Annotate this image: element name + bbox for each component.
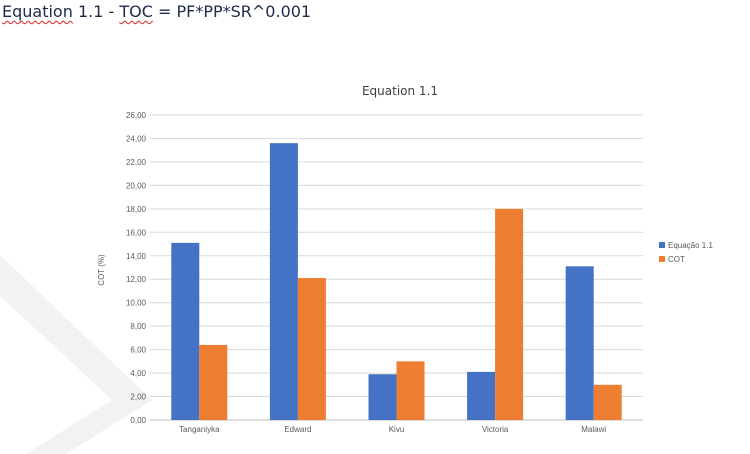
y-axis-title: COT (%) <box>97 254 106 286</box>
y-tick-label: 0,00 <box>130 416 146 425</box>
y-tick-label: 22,00 <box>126 158 147 167</box>
heading-part-number: 1.1 - <box>72 2 120 21</box>
bar-series1-victoria <box>467 371 496 420</box>
y-tick-label: 26,00 <box>126 111 147 120</box>
document-heading: Equation 1.1 - TOC = PF*PP*SR^0.001 <box>2 2 311 21</box>
x-tick-label: Edward <box>284 425 311 434</box>
y-tick-label: 18,00 <box>126 205 147 214</box>
bar-series2-tanganiyka <box>199 344 228 420</box>
bar-series2-malawi <box>593 384 622 420</box>
y-tick-label: 4,00 <box>130 369 146 378</box>
y-tick-label: 14,00 <box>126 252 147 261</box>
heading-word-equation: Equation <box>2 2 73 21</box>
y-tick-label: 12,00 <box>126 275 147 284</box>
bar-series1-malawi <box>565 266 594 420</box>
chart-tick-labels: 0,00 2,00 4,00 6,00 8,00 10,00 12,00 14,00 16,00… <box>126 111 606 434</box>
x-tick-label: Tanganiyka <box>179 425 220 434</box>
x-tick-label: Kivu <box>389 425 405 434</box>
x-tick-label: Malawi <box>581 425 606 434</box>
legend-label: COT <box>668 255 685 264</box>
bar-series1-tanganiyka <box>171 242 200 420</box>
legend-swatch <box>659 242 665 248</box>
y-tick-label: 20,00 <box>126 181 147 190</box>
bar-series2-edward <box>297 278 326 420</box>
heading-part-formula: = PF*PP*SR^0.001 <box>152 2 312 21</box>
y-tick-label: 24,00 <box>126 134 147 143</box>
chart-title: Equation 1.1 <box>362 84 438 98</box>
bar-series2-kivu <box>396 361 425 420</box>
x-tick-label: Victoria <box>482 425 509 434</box>
y-tick-label: 6,00 <box>130 346 146 355</box>
bar-series1-edward <box>269 143 298 420</box>
y-tick-label: 10,00 <box>126 299 147 308</box>
heading-word-toc: TOC <box>119 2 153 21</box>
bar-series2-victoria <box>495 208 524 420</box>
bar-series1-kivu <box>368 374 397 420</box>
y-tick-label: 2,00 <box>130 393 146 402</box>
legend-swatch <box>659 256 665 262</box>
legend-label: Equação 1.1 <box>668 241 713 250</box>
y-tick-label: 8,00 <box>130 322 146 331</box>
y-tick-label: 16,00 <box>126 228 147 237</box>
chart-legend: Equação 1.1 COT <box>659 241 713 264</box>
chart-bars <box>171 143 622 420</box>
